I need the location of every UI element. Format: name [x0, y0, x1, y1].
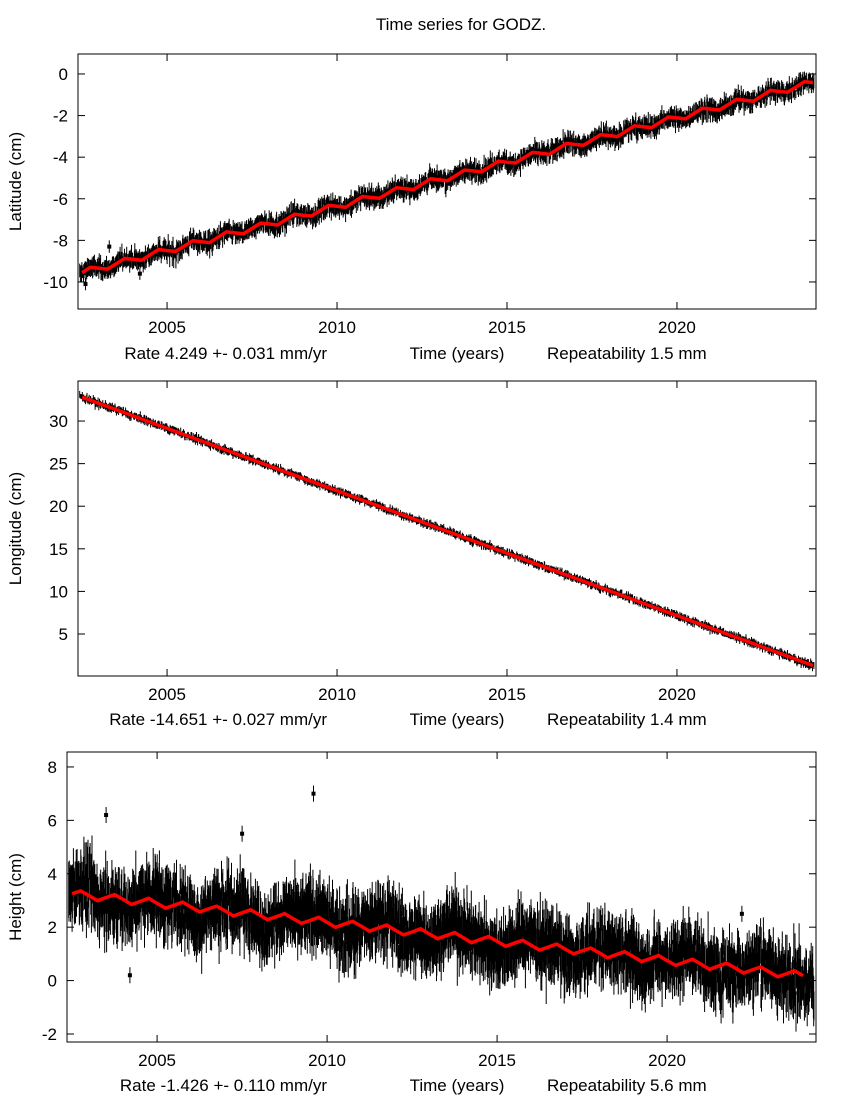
- y-tick-label: 5: [59, 625, 68, 644]
- y-tick-label: 0: [59, 65, 68, 84]
- x-tick-label: 2020: [658, 318, 696, 337]
- y-tick-label: 10: [49, 582, 68, 601]
- obs-point: [137, 271, 142, 276]
- y-tick-label: -4: [53, 148, 68, 167]
- x-tick-label: 2005: [148, 685, 186, 704]
- x-tick-label: 2015: [488, 318, 526, 337]
- y-tick-label: -8: [53, 231, 68, 250]
- x-tick-label: 2010: [318, 685, 356, 704]
- obs-point: [83, 282, 88, 287]
- repeatability-label: Repeatability 1.5 mm: [547, 344, 707, 363]
- plot-frame: [77, 380, 817, 677]
- y-tick-label: 15: [49, 540, 68, 559]
- fit-line: [81, 395, 814, 668]
- x-tick-label: 2020: [658, 685, 696, 704]
- x-tick-label: 2015: [488, 685, 526, 704]
- y-tick-label: -10: [43, 273, 68, 292]
- x-axis-label: Time (years): [410, 344, 505, 363]
- y-tick-label: 30: [49, 412, 68, 431]
- fit-line: [81, 79, 814, 275]
- chart-title: Time series for GODZ.: [375, 15, 547, 34]
- y-axis-label: Longitude (cm): [6, 472, 25, 585]
- y-tick-label: -2: [53, 107, 68, 126]
- obs-point: [107, 244, 112, 249]
- repeatability-label: Repeatability 1.4 mm: [547, 710, 707, 729]
- rate-label: Rate 4.249 +- 0.031 mm/yr: [124, 344, 327, 363]
- x-axis-label: Time (years): [410, 710, 505, 729]
- y-axis-label: Latitude (cm): [6, 132, 25, 231]
- x-tick-label: 2010: [318, 318, 356, 337]
- observations: [68, 785, 815, 1032]
- rate-label: Rate -14.651 +- 0.027 mm/yr: [109, 710, 327, 729]
- y-tick-label: 25: [49, 455, 68, 474]
- x-tick-label: 2005: [148, 318, 186, 337]
- y-tick-label: 20: [49, 497, 68, 516]
- y-tick-label: -6: [53, 190, 68, 209]
- panel-latitude: 2005 2010 2015 2020 0 -2 -4 -6 -8 -10 Rate 4.249 +…: [6, 53, 817, 363]
- plot-frame: [77, 53, 817, 310]
